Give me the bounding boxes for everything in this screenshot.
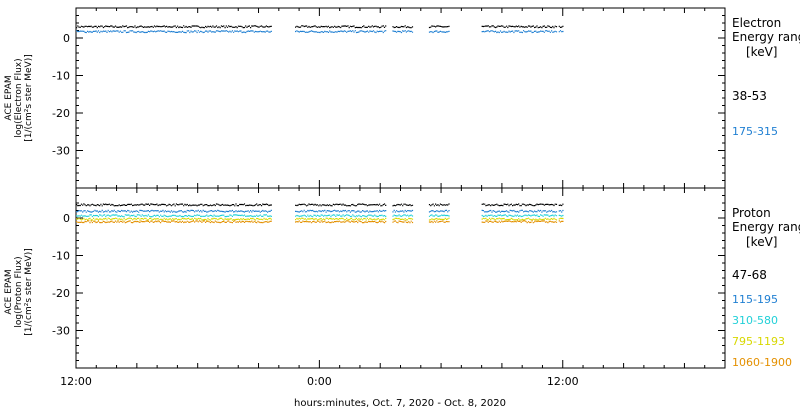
y-tick-label: -10 — [52, 70, 70, 83]
electron-y-axis-label: ACE EPAM log(Electron Flux) [1/(cm²s ste… — [4, 54, 34, 141]
electron-legend-title: Electron — [732, 16, 781, 30]
series-310-580 — [76, 214, 564, 218]
proton-legend-entry-3: 310-580 — [732, 314, 778, 327]
series-38-53 — [76, 25, 564, 29]
proton-ylabel-line-3: [1/(cm²s ster MeV)] — [24, 248, 34, 335]
electron-legend-entry-2: 175-315 — [732, 125, 778, 138]
y-tick-label: -30 — [52, 145, 70, 158]
y-tick-label: -30 — [52, 325, 70, 338]
series-47-68 — [76, 203, 564, 207]
proton-legend-unit: [keV] — [746, 235, 777, 249]
electron-legend-unit: [keV] — [746, 45, 777, 59]
proton-legend-title: Proton — [732, 206, 771, 220]
proton-ylabel-line-1: ACE EPAM — [4, 269, 14, 314]
electron-legend-entry-1: 38-53 — [732, 89, 767, 103]
proton-legend-entry-1: 47-68 — [732, 268, 767, 282]
electron-legend: Electron Energy ranges [keV] 38-53 175-3… — [732, 16, 800, 138]
proton-ylabel-line-2: log(Proton Flux) — [14, 256, 24, 327]
series-115-195 — [76, 209, 564, 213]
proton-legend: Proton Energy ranges [keV] 47-68 115-195… — [732, 206, 800, 369]
proton-y-axis-label: ACE EPAM log(Proton Flux) [1/(cm²s ster … — [4, 248, 34, 335]
electron-ylabel-line-2: log(Electron Flux) — [14, 58, 24, 137]
x-axis-label: hours:minutes, Oct. 7, 2020 - Oct. 8, 20… — [294, 398, 506, 409]
proton-flux-panel: 0 -10 -20 -30 ACE EPAM log(Proton Flux) [1/… — [4, 187, 800, 369]
series-1060-1900 — [76, 220, 564, 224]
electron-panel-frame — [75, 7, 726, 189]
electron-legend-subtitle: Energy ranges — [732, 30, 800, 44]
proton-legend-subtitle: Energy ranges — [732, 220, 800, 234]
y-tick-label: -20 — [52, 107, 70, 120]
x-tick-labels: 12:00 0:00 12:00 — [60, 375, 578, 388]
electron-ylabel-line-3: [1/(cm²s ster MeV)] — [24, 54, 34, 141]
electron-flux-panel: 0 -10 -20 -30 ACE EPAM log(Electron Flux) [… — [4, 7, 800, 189]
x-tick-label: 12:00 — [60, 375, 92, 388]
proton-legend-entry-2: 115-195 — [732, 293, 778, 306]
series-175-315 — [76, 30, 564, 34]
y-tick-label: 0 — [63, 32, 70, 45]
proton-legend-entry-4: 795-1193 — [732, 335, 785, 348]
proton-legend-entry-5: 1060-1900 — [732, 356, 792, 369]
electron-ylabel-line-1: ACE EPAM — [4, 75, 14, 120]
y-tick-label: -20 — [52, 287, 70, 300]
x-tick-label: 12:00 — [547, 375, 579, 388]
y-tick-label: -10 — [52, 250, 70, 263]
y-tick-label: 0 — [63, 212, 70, 225]
series-795-1193 — [76, 217, 564, 221]
x-tick-label: 0:00 — [307, 375, 332, 388]
